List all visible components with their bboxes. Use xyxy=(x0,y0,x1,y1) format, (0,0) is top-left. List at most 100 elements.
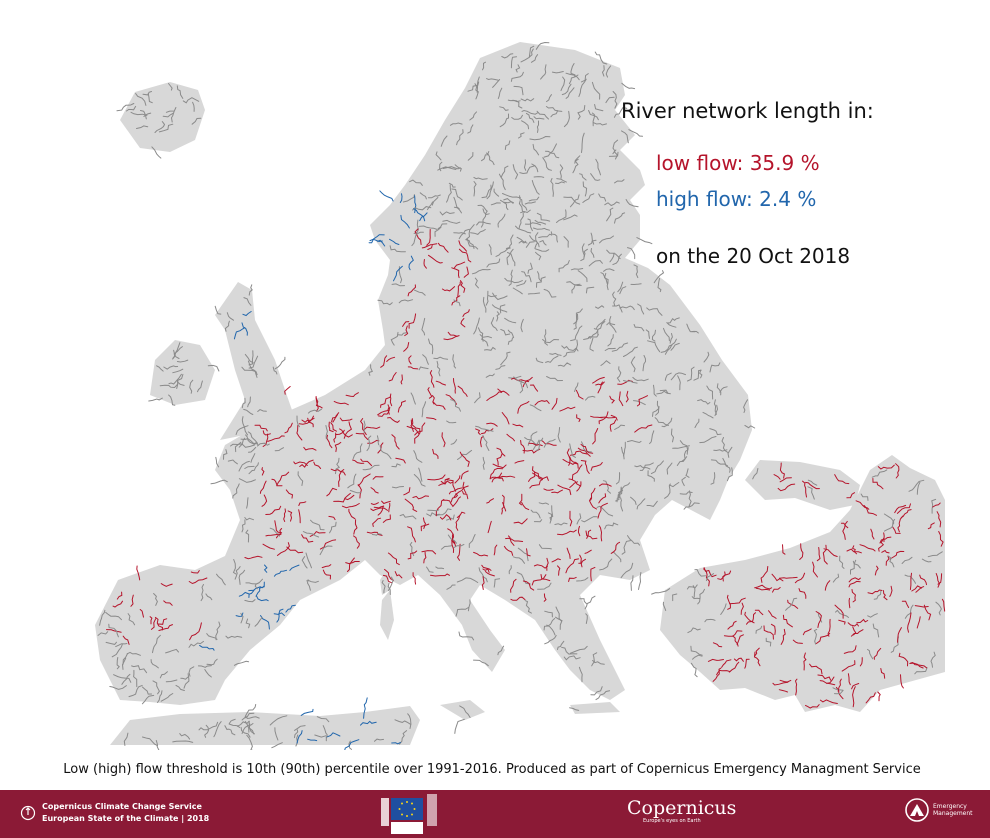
river-segment xyxy=(422,354,429,365)
river-segment xyxy=(557,484,572,496)
river-segment xyxy=(685,468,690,478)
river-segment xyxy=(901,556,913,564)
river-segment xyxy=(502,201,514,204)
river-segment xyxy=(374,738,384,742)
river-segment xyxy=(592,428,599,445)
river-segment xyxy=(367,439,380,444)
river-segment xyxy=(224,725,236,736)
river-segment xyxy=(477,327,484,342)
river-segment xyxy=(653,384,657,397)
legend-low-flow: low flow: 35.9 % xyxy=(656,151,820,175)
river-segment xyxy=(476,76,480,93)
river-segment xyxy=(123,732,129,746)
land-iceland xyxy=(120,82,205,152)
river-segment xyxy=(414,228,422,245)
river-segment xyxy=(243,297,252,306)
river-segment xyxy=(389,245,406,253)
river-segment xyxy=(646,500,658,507)
river-segment xyxy=(271,742,283,749)
river-segment xyxy=(726,467,733,482)
river-segment xyxy=(426,229,431,246)
river-segment xyxy=(298,509,301,524)
river-segment xyxy=(160,583,173,587)
river-segment xyxy=(458,631,475,641)
river-segment xyxy=(625,390,629,403)
river-segment xyxy=(510,578,517,593)
river-segment xyxy=(473,181,477,197)
river-segment xyxy=(691,330,699,334)
river-segment xyxy=(300,708,314,716)
river-segment xyxy=(273,569,288,577)
river-segment xyxy=(660,344,673,353)
river-segment xyxy=(580,443,594,454)
river-segment xyxy=(407,526,416,543)
river-segment xyxy=(610,414,618,421)
river-segment xyxy=(683,502,700,510)
river-segment xyxy=(557,529,577,536)
river-segment xyxy=(473,659,489,667)
river-segment xyxy=(344,494,355,501)
river-segment xyxy=(870,528,875,540)
river-flow-map: River network length in: low flow: 35.9 … xyxy=(95,41,946,750)
river-segment xyxy=(662,601,667,611)
river-segment xyxy=(779,477,792,483)
river-segment xyxy=(276,608,284,623)
river-segment xyxy=(447,528,456,545)
river-segment xyxy=(265,533,281,537)
river-segment xyxy=(276,528,283,539)
river-segment xyxy=(418,467,423,482)
river-segment xyxy=(295,734,299,747)
river-segment xyxy=(551,558,561,563)
river-segment xyxy=(172,740,194,743)
river-segment xyxy=(447,534,457,544)
river-segment xyxy=(520,318,524,333)
river-segment xyxy=(254,578,263,590)
river-segment xyxy=(121,673,131,685)
river-segment xyxy=(542,338,560,344)
river-segment xyxy=(551,397,558,410)
river-segment xyxy=(315,397,323,409)
river-segment xyxy=(399,513,417,520)
river-segment xyxy=(895,463,900,479)
river-segment xyxy=(256,595,269,602)
river-segment xyxy=(819,699,838,704)
river-segment xyxy=(546,376,563,382)
river-segment xyxy=(719,386,728,393)
river-segment xyxy=(914,605,929,608)
river-segment xyxy=(453,378,456,394)
river-segment xyxy=(588,497,597,510)
river-segment xyxy=(847,622,859,627)
river-segment xyxy=(579,598,588,605)
river-segment xyxy=(580,73,589,83)
river-segment xyxy=(165,107,177,113)
river-segment xyxy=(545,106,563,112)
river-segment xyxy=(686,584,698,590)
river-segment xyxy=(499,106,509,111)
river-segment xyxy=(536,212,551,222)
river-segment xyxy=(450,493,459,503)
river-segment xyxy=(505,537,524,542)
river-segment xyxy=(204,669,212,678)
river-segment xyxy=(716,669,731,676)
river-segment xyxy=(328,421,334,433)
river-segment xyxy=(533,519,543,523)
river-segment xyxy=(409,179,423,186)
river-segment xyxy=(244,465,255,469)
river-segment xyxy=(590,462,603,471)
river-segment xyxy=(435,508,452,516)
river-segment xyxy=(345,561,360,565)
river-segment xyxy=(599,558,613,571)
river-segment xyxy=(371,532,382,536)
river-segment xyxy=(798,588,807,599)
river-segment xyxy=(692,585,696,598)
river-segment xyxy=(197,380,203,393)
river-segment xyxy=(397,400,406,413)
river-segment xyxy=(754,584,773,590)
river-segment xyxy=(179,733,191,740)
river-segment xyxy=(550,231,558,243)
river-segment xyxy=(234,441,242,453)
river-segment xyxy=(391,434,400,450)
river-segment xyxy=(446,514,455,521)
river-segment xyxy=(306,579,311,591)
river-segment xyxy=(534,248,550,252)
